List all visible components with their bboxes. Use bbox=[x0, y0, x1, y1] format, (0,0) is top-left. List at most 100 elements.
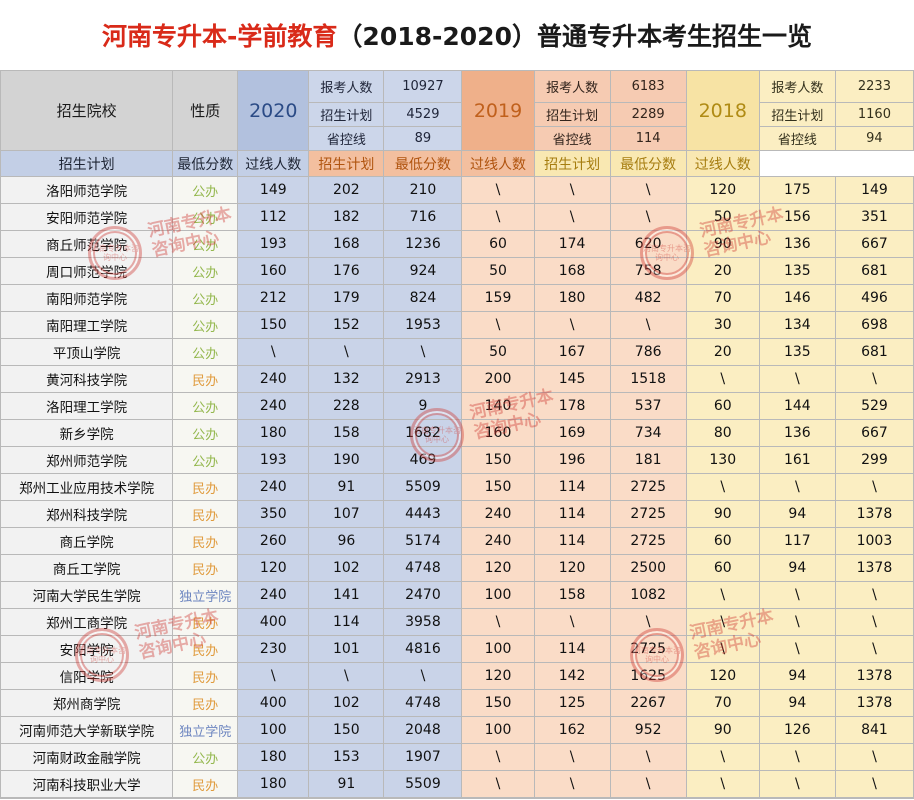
table-row: 南阳理工学院 公办 150 152 1953 \ \ \ 30 134 698 bbox=[0, 311, 914, 339]
cell-2018-minscore: \ bbox=[758, 770, 836, 798]
cell-2019-passcount: 1082 bbox=[609, 581, 687, 609]
cell-school-nature: 民办 bbox=[172, 689, 239, 717]
cell-2020-minscore: 102 bbox=[308, 554, 385, 582]
cell-school-nature: 民办 bbox=[172, 527, 239, 555]
table-row: 黄河科技学院 民办 240 132 2913 200 145 1518 \ \ \ bbox=[0, 365, 914, 393]
cell-2018-plan: 90 bbox=[685, 716, 760, 744]
cell-2020-minscore: 96 bbox=[308, 527, 385, 555]
table-row: 商丘师范学院 公办 193 168 1236 60 174 620 90 136 667 bbox=[0, 230, 914, 258]
subcol-2020-plan: 招生计划 bbox=[0, 150, 174, 177]
cell-2019-passcount: \ bbox=[609, 770, 687, 798]
cell-2020-passcount: 210 bbox=[383, 176, 463, 204]
cell-2020-plan: 240 bbox=[237, 581, 310, 609]
cell-2018-plan: \ bbox=[685, 743, 760, 771]
cell-2020-plan: 400 bbox=[237, 689, 310, 717]
cell-2018-passcount: 698 bbox=[834, 311, 914, 339]
cell-2019-passcount: 786 bbox=[609, 338, 687, 366]
nature-label: 民办 bbox=[192, 481, 219, 497]
table-header: 招生院校 性质 2020 报考人数 10927 2019 报考人数 6183 2… bbox=[0, 70, 914, 177]
cell-2019-plan: \ bbox=[461, 743, 535, 771]
cell-2020-passcount: 4816 bbox=[383, 635, 463, 663]
cell-2018-passcount: 681 bbox=[834, 338, 914, 366]
cell-2020-passcount: \ bbox=[383, 338, 463, 366]
cell-2019-plan: \ bbox=[461, 203, 535, 231]
cell-2019-minscore: 114 bbox=[533, 473, 611, 501]
cell-2018-plan: 80 bbox=[685, 419, 760, 447]
table-row: 郑州工业应用技术学院 民办 240 91 5509 150 114 2725 \ \ \ bbox=[0, 473, 914, 501]
cell-2019-passcount: \ bbox=[609, 743, 687, 771]
cell-2020-passcount: 824 bbox=[383, 284, 463, 312]
header-year-2018: 2018 bbox=[685, 70, 760, 151]
table-row: 郑州师范学院 公办 193 190 469 150 196 181 130 161 299 bbox=[0, 446, 914, 474]
stat-label-2020-plan: 招生计划 bbox=[308, 102, 385, 127]
nature-label: 公办 bbox=[192, 346, 219, 362]
cell-2018-passcount: \ bbox=[834, 770, 914, 798]
cell-2020-minscore: 91 bbox=[308, 770, 385, 798]
cell-2018-passcount: 351 bbox=[834, 203, 914, 231]
cell-school-nature: 民办 bbox=[172, 770, 239, 798]
cell-2020-passcount: 2048 bbox=[383, 716, 463, 744]
cell-2020-plan: \ bbox=[237, 338, 310, 366]
nature-label: 公办 bbox=[192, 400, 219, 416]
cell-2020-minscore: 150 bbox=[308, 716, 385, 744]
cell-2019-plan: \ bbox=[461, 770, 535, 798]
cell-2019-plan: 120 bbox=[461, 662, 535, 690]
cell-2020-plan: 400 bbox=[237, 608, 310, 636]
cell-school-nature: 公办 bbox=[172, 257, 239, 285]
cell-school-nature: 独立学院 bbox=[172, 716, 239, 744]
stat-label-2019-plan: 招生计划 bbox=[533, 102, 611, 127]
cell-2020-passcount: 924 bbox=[383, 257, 463, 285]
cell-2018-minscore: 94 bbox=[758, 689, 836, 717]
cell-school-nature: 民办 bbox=[172, 500, 239, 528]
cell-school-nature: 民办 bbox=[172, 473, 239, 501]
cell-2019-passcount: \ bbox=[609, 608, 687, 636]
cell-2020-minscore: 168 bbox=[308, 230, 385, 258]
cell-2018-plan: 60 bbox=[685, 392, 760, 420]
cell-2020-minscore: 91 bbox=[308, 473, 385, 501]
cell-2020-plan: 150 bbox=[237, 311, 310, 339]
cell-school-name: 商丘师范学院 bbox=[0, 230, 174, 258]
cell-2019-minscore: 162 bbox=[533, 716, 611, 744]
subheader-row: 招生计划 最低分数 过线人数 招生计划 最低分数 过线人数 招生计划 最低分数 … bbox=[0, 150, 914, 177]
cell-2020-minscore: 190 bbox=[308, 446, 385, 474]
cell-school-nature: 公办 bbox=[172, 284, 239, 312]
cell-2019-minscore: \ bbox=[533, 176, 611, 204]
cell-2018-minscore: 136 bbox=[758, 419, 836, 447]
cell-2019-plan: 100 bbox=[461, 635, 535, 663]
subcol-2020-minscore: 最低分数 bbox=[172, 150, 239, 177]
cell-school-name: 河南大学民生学院 bbox=[0, 581, 174, 609]
admissions-table: 招生院校 性质 2020 报考人数 10927 2019 报考人数 6183 2… bbox=[0, 70, 914, 798]
header-year-2019: 2019 bbox=[461, 70, 535, 151]
cell-2018-minscore: 94 bbox=[758, 554, 836, 582]
cell-2020-plan: 112 bbox=[237, 203, 310, 231]
nature-label: 公办 bbox=[192, 184, 219, 200]
cell-2019-minscore: 142 bbox=[533, 662, 611, 690]
table-row: 安阳学院 民办 230 101 4816 100 114 2725 \ \ \ bbox=[0, 635, 914, 663]
cell-school-nature: 公办 bbox=[172, 743, 239, 771]
cell-2018-minscore: \ bbox=[758, 635, 836, 663]
cell-2018-plan: 90 bbox=[685, 230, 760, 258]
cell-2020-plan: 160 bbox=[237, 257, 310, 285]
cell-2019-minscore: 114 bbox=[533, 635, 611, 663]
cell-2019-passcount: 537 bbox=[609, 392, 687, 420]
cell-school-name: 新乡学院 bbox=[0, 419, 174, 447]
cell-school-nature: 公办 bbox=[172, 176, 239, 204]
table-row: 安阳师范学院 公办 112 182 716 \ \ \ 50 156 351 bbox=[0, 203, 914, 231]
cell-2018-minscore: 94 bbox=[758, 500, 836, 528]
cell-2020-passcount: 1907 bbox=[383, 743, 463, 771]
cell-2019-plan: \ bbox=[461, 176, 535, 204]
stat-label-2019-applicants: 报考人数 bbox=[533, 70, 611, 103]
page-title-rest: （2018-2020）普通专升本考生招生一览 bbox=[337, 22, 812, 51]
cell-2019-minscore: \ bbox=[533, 311, 611, 339]
cell-2019-plan: 60 bbox=[461, 230, 535, 258]
table-row: 河南师范大学新联学院 独立学院 100 150 2048 100 162 952 90 126 84… bbox=[0, 716, 914, 744]
stat-value-2018-cutline: 94 bbox=[834, 126, 914, 151]
subcol-2019-passcount: 过线人数 bbox=[461, 150, 535, 177]
cell-2020-passcount: 4443 bbox=[383, 500, 463, 528]
cell-school-name: 洛阳理工学院 bbox=[0, 392, 174, 420]
cell-2018-plan: 120 bbox=[685, 662, 760, 690]
cell-2018-passcount: \ bbox=[834, 743, 914, 771]
cell-2019-plan: 159 bbox=[461, 284, 535, 312]
stat-label-2019-cutline: 省控线 bbox=[533, 126, 611, 151]
nature-label: 公办 bbox=[192, 211, 219, 227]
